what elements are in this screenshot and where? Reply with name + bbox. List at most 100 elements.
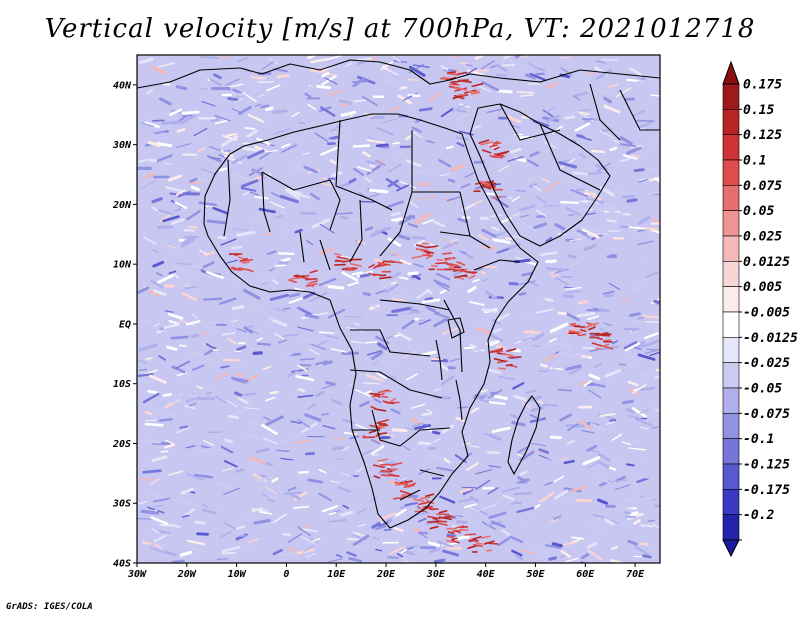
field-streak xyxy=(369,115,386,120)
field-streak xyxy=(344,316,363,318)
field-streak xyxy=(627,388,639,395)
field-streak xyxy=(138,368,147,372)
field-streak xyxy=(198,249,208,255)
field-streak xyxy=(630,511,639,516)
field-streak xyxy=(355,389,371,397)
field-streak xyxy=(639,408,649,414)
field-streak xyxy=(498,367,506,370)
field-streak xyxy=(409,65,426,77)
field-streak xyxy=(544,353,557,363)
field-streak xyxy=(175,85,188,91)
field-streak xyxy=(214,372,228,380)
field-streak xyxy=(203,250,215,257)
field-streak xyxy=(401,480,408,485)
field-streak xyxy=(328,519,346,523)
field-streak xyxy=(179,425,189,429)
field-streak xyxy=(481,149,492,154)
field-streak xyxy=(297,326,314,332)
field-streak xyxy=(241,261,250,264)
field-streak xyxy=(647,519,655,522)
field-streak xyxy=(549,518,560,524)
field-streak xyxy=(544,106,557,114)
latitude-axis: 40N 30N 20N 10N EQ 10S 20S 30S 40S xyxy=(112,80,137,570)
field-streak xyxy=(358,192,368,199)
field-streak xyxy=(203,440,215,446)
field-streak xyxy=(291,111,300,118)
field-streak xyxy=(590,522,599,528)
field-streak xyxy=(397,234,411,241)
field-streak xyxy=(593,362,603,369)
field-streak xyxy=(401,319,415,330)
field-streak xyxy=(156,225,174,230)
field-streak xyxy=(234,253,242,256)
field-streak xyxy=(649,167,660,172)
field-streak xyxy=(329,159,338,165)
field-streak xyxy=(510,147,522,154)
field-streak xyxy=(216,558,228,560)
field-streak xyxy=(424,493,435,497)
field-streak xyxy=(654,376,660,379)
field-streak xyxy=(220,445,234,454)
field-streak xyxy=(524,73,536,80)
field-streak xyxy=(247,113,265,124)
field-streak xyxy=(288,296,307,304)
field-streak xyxy=(570,538,581,544)
field-streak xyxy=(455,416,466,423)
colorbar-swatch xyxy=(722,362,740,389)
field-streak xyxy=(512,382,525,390)
field-streak xyxy=(486,108,504,114)
field-streak xyxy=(521,336,532,342)
field-streak xyxy=(443,235,456,241)
field-streak xyxy=(451,82,458,86)
field-streak xyxy=(290,420,302,425)
field-streak xyxy=(502,486,520,493)
field-streak xyxy=(156,272,163,277)
field-streak xyxy=(309,269,318,274)
field-streak xyxy=(200,56,219,59)
field-streak xyxy=(391,428,408,433)
field-streak xyxy=(540,137,560,147)
field-streak xyxy=(324,77,338,85)
field-streak xyxy=(278,439,288,445)
field-streak xyxy=(480,60,496,70)
field-streak xyxy=(523,314,541,320)
field-streak xyxy=(527,62,541,71)
field-streak xyxy=(586,171,603,176)
field-streak xyxy=(481,185,492,190)
field-streak xyxy=(310,58,328,64)
field-streak xyxy=(304,413,322,422)
field-streak xyxy=(220,238,237,246)
field-streak xyxy=(146,113,153,118)
field-streak xyxy=(248,456,267,465)
field-streak xyxy=(515,189,527,192)
field-streak xyxy=(280,552,295,557)
field-streak xyxy=(394,483,406,486)
field-streak xyxy=(349,262,363,267)
field-streak xyxy=(566,440,576,445)
field-streak xyxy=(162,392,172,397)
field-streak xyxy=(451,539,460,544)
field-streak xyxy=(318,331,335,334)
field-streak xyxy=(137,500,148,505)
field-streak xyxy=(188,181,202,185)
field-streak xyxy=(446,535,455,539)
field-streak xyxy=(480,504,497,511)
field-streak xyxy=(214,119,230,125)
field-streak xyxy=(496,89,513,94)
field-streak xyxy=(519,94,534,97)
field-streak xyxy=(175,143,191,148)
field-streak xyxy=(388,473,400,478)
field-streak xyxy=(405,159,422,168)
field-streak xyxy=(201,508,217,515)
field-streak xyxy=(392,141,401,145)
field-streak xyxy=(641,339,660,348)
field-streak xyxy=(442,241,458,249)
field-streak xyxy=(649,176,660,182)
field-streak xyxy=(202,323,218,333)
field-streak xyxy=(586,542,598,549)
field-streak xyxy=(324,334,339,340)
colorbar-swatch xyxy=(722,210,740,237)
field-streak xyxy=(451,61,461,65)
field-streak xyxy=(467,286,477,293)
